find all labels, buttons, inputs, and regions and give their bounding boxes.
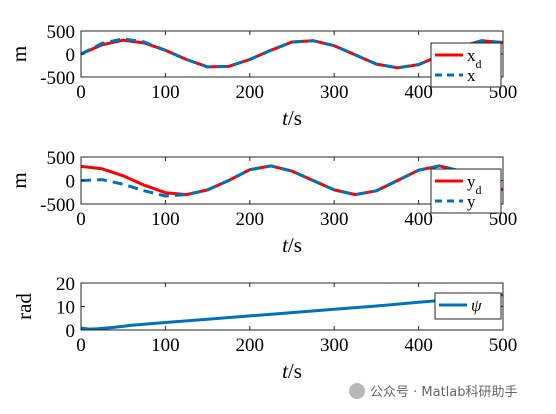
legend-label-1: y xyxy=(467,192,476,211)
x-tick-label: 100 xyxy=(151,82,180,103)
x-tick-label: 500 xyxy=(489,335,518,356)
series-line-0 xyxy=(81,293,503,330)
legend-label-1: x xyxy=(467,66,476,85)
x-tick-label: 200 xyxy=(236,335,265,356)
y-tick-label: 500 xyxy=(47,22,76,43)
series-line-1 xyxy=(81,164,503,198)
x-tick-label: 200 xyxy=(236,82,265,103)
legend-label-0: xd xyxy=(467,46,482,71)
x-tick-label: 400 xyxy=(404,335,433,356)
x-tick-label: 100 xyxy=(151,209,180,230)
y-tick-label: 0 xyxy=(66,321,76,342)
x-tick-label: 0 xyxy=(76,209,86,230)
y-tick-label: 500 xyxy=(47,148,76,169)
y-tick-label: 0 xyxy=(66,172,76,193)
x-tick-label: 300 xyxy=(320,209,349,230)
legend-box xyxy=(430,42,502,88)
x-tick-label: 0 xyxy=(76,82,86,103)
x-tick-label: 200 xyxy=(236,209,265,230)
y-tick-label: -500 xyxy=(40,68,75,89)
x-axis-label: t/s xyxy=(282,359,302,383)
x-tick-label: 300 xyxy=(320,82,349,103)
x-tick-label: 300 xyxy=(320,335,349,356)
legend-label-0: ψ xyxy=(471,296,482,315)
y-axis-label: m xyxy=(7,172,31,188)
y-tick-label: 10 xyxy=(56,298,75,319)
wechat-icon xyxy=(349,383,365,399)
y-tick-label: 0 xyxy=(66,45,76,66)
y-tick-label: 20 xyxy=(56,274,75,295)
y-tick-label: -500 xyxy=(40,195,75,216)
x-tick-label: 0 xyxy=(76,335,86,356)
legend-box xyxy=(430,168,502,214)
legend-label-0: yd xyxy=(467,172,482,197)
x-tick-label: 100 xyxy=(151,335,180,356)
y-axis-label: m xyxy=(7,46,31,62)
x-tick-label: 400 xyxy=(404,209,433,230)
x-axis-label: t/s xyxy=(282,106,302,130)
watermark-text: 公众号 · Matlab科研助手 xyxy=(370,385,518,400)
subplot-heading: 0 100 200 300 400 500 010 20 t/s rad ψ xyxy=(12,274,517,383)
x-axis-label: t/s xyxy=(282,233,302,257)
x-tick-label: 400 xyxy=(404,82,433,103)
y-axis-label: rad xyxy=(12,293,36,320)
x-tick-label: 500 xyxy=(489,209,518,230)
watermark: 公众号 · Matlab科研助手 xyxy=(349,383,518,400)
